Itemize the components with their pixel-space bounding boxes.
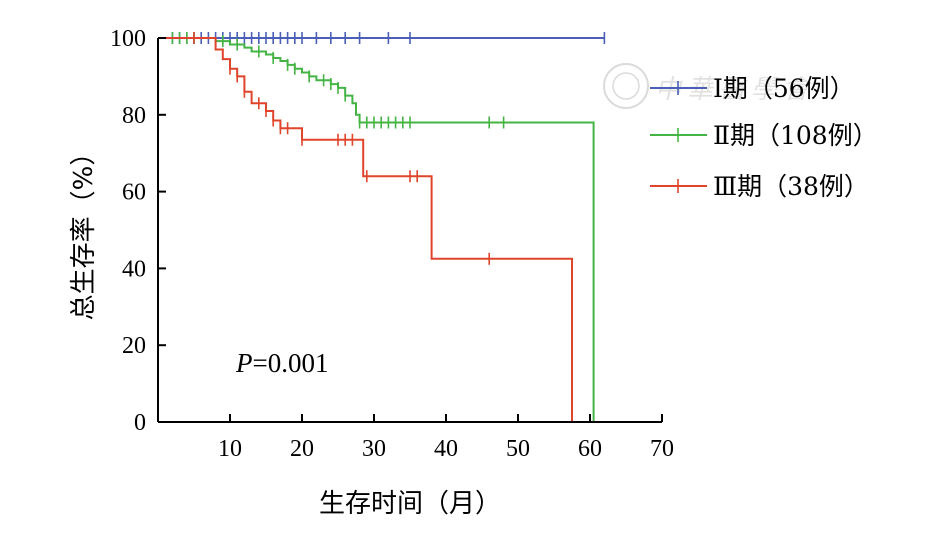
x-tick-label: 30 xyxy=(362,436,386,462)
series-1 xyxy=(158,32,606,44)
series-line xyxy=(158,37,595,422)
legend-label: Ⅱ期（108例） xyxy=(713,121,878,150)
x-tick-label: 40 xyxy=(434,436,458,462)
x-tick-label: 20 xyxy=(290,436,314,462)
y-tick-label: 100 xyxy=(110,26,146,52)
watermark-text: 中華醫學會 xyxy=(655,75,815,105)
y-tick-label: 0 xyxy=(134,410,146,436)
legend: Ⅰ期（56例） Ⅱ期（108例） Ⅲ期（38例） xyxy=(650,74,878,201)
p-value-annotation: P=0.001 xyxy=(235,348,328,378)
series-2 xyxy=(158,32,595,422)
x-tick-label: 10 xyxy=(218,436,242,462)
x-tick-label: 70 xyxy=(650,436,674,462)
y-axis-title: 总生存率（%） xyxy=(69,140,99,321)
y-tick-label: 60 xyxy=(122,180,146,206)
x-axis-title: 生存时间（月） xyxy=(319,489,501,519)
series-layer xyxy=(158,32,606,422)
legend-item-1: Ⅰ期（56例） xyxy=(650,74,855,103)
ticks-layer: 10 20 30 40 50 60 70 0 20 40 60 80 100 xyxy=(110,26,674,462)
series-line xyxy=(158,37,573,422)
seal-outer-icon xyxy=(603,63,649,109)
legend-item-2: Ⅱ期（108例） xyxy=(650,121,878,150)
p-label: P xyxy=(235,348,253,378)
y-tick-label: 40 xyxy=(122,256,146,282)
axes-layer xyxy=(157,38,662,423)
x-tick-label: 60 xyxy=(578,436,602,462)
legend-label: Ⅲ期（38例） xyxy=(713,172,869,201)
seal-inner-icon xyxy=(612,72,640,100)
y-tick-label: 20 xyxy=(122,333,146,359)
y-tick-label: 80 xyxy=(122,103,146,129)
x-tick-label: 50 xyxy=(506,436,530,462)
legend-item-3: Ⅲ期（38例） xyxy=(650,172,869,201)
series-3 xyxy=(158,32,573,422)
p-value: =0.001 xyxy=(253,348,329,378)
watermark-seal: 中華醫學會 xyxy=(603,63,815,109)
legend-label: Ⅰ期（56例） xyxy=(713,74,855,103)
